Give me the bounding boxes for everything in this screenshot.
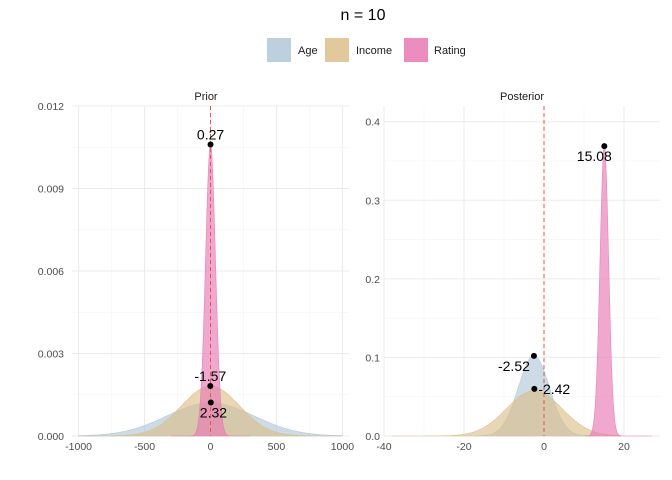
legend-swatch-age [267, 38, 291, 62]
prior-x-tick-label: 0 [208, 441, 214, 453]
posterior-y-tick-label: 0.3 [365, 195, 380, 207]
prior-x-tick-label: 1000 [331, 441, 355, 453]
posterior-x-tick-label: 0 [541, 441, 547, 453]
posterior-y-tick-label: 0.2 [365, 274, 380, 286]
prior-y-tick-label: 0.000 [38, 431, 64, 443]
panel-prior: Prior -1000 -500 0 500 1000 0.000 0.003 0.006 0.… [38, 91, 355, 453]
legend-swatch-rating [404, 38, 428, 62]
posterior-y-tick-label: 0.0 [365, 431, 380, 443]
prior-x-tick-label: 500 [268, 441, 286, 453]
posterior-y-tick-label: 0.4 [365, 117, 380, 129]
panel-title-prior: Prior [194, 91, 218, 103]
panel-title-posterior: Posterior [500, 91, 544, 103]
posterior-density-income [392, 390, 621, 437]
prior-point-label-income: 2.32 [200, 404, 227, 420]
legend-item-income: Income [325, 38, 392, 62]
legend-item-rating: Rating [404, 38, 466, 62]
legend: Age Income Rating [267, 38, 466, 62]
posterior-x-tick-label: -40 [376, 441, 391, 453]
posterior-x-tick-label: -20 [456, 441, 471, 453]
prior-y-tick-label: 0.003 [38, 349, 64, 361]
prior-y-tick-label: 0.012 [38, 101, 64, 113]
posterior-point-age [530, 352, 537, 359]
legend-swatch-income [325, 38, 349, 62]
posterior-point-label-rating: 15.08 [577, 148, 612, 164]
prior-y-tick-label: 0.009 [38, 184, 64, 196]
prior-point-rating [207, 141, 214, 148]
prior-point-label-rating: 0.27 [197, 127, 224, 143]
prior-y-tick-label: 0.006 [38, 266, 64, 278]
posterior-point-income [531, 385, 538, 392]
posterior-density-rating [583, 145, 652, 437]
chart-title: n = 10 [341, 7, 386, 24]
prior-x-tick-label: -1000 [65, 441, 92, 453]
posterior-point-label-age: -2.52 [498, 358, 530, 374]
posterior-point-label-income: -2.42 [538, 381, 570, 397]
legend-item-age: Age [267, 38, 318, 62]
legend-label-income: Income [356, 45, 392, 57]
prior-x-tick-label: -500 [134, 441, 155, 453]
prior-point-income [207, 399, 214, 406]
posterior-point-rating [601, 143, 608, 150]
panel-posterior: Posterior -40 -20 0 20 0.0 0.1 0.2 0.3 0.4 15.08 -… [365, 91, 660, 453]
prior-point-label-age: -1.57 [194, 368, 226, 384]
posterior-x-tick-label: 20 [618, 441, 630, 453]
legend-label-age: Age [298, 45, 318, 57]
legend-label-rating: Rating [434, 45, 466, 57]
posterior-y-tick-label: 0.1 [365, 352, 380, 364]
prior-point-age [207, 382, 214, 389]
